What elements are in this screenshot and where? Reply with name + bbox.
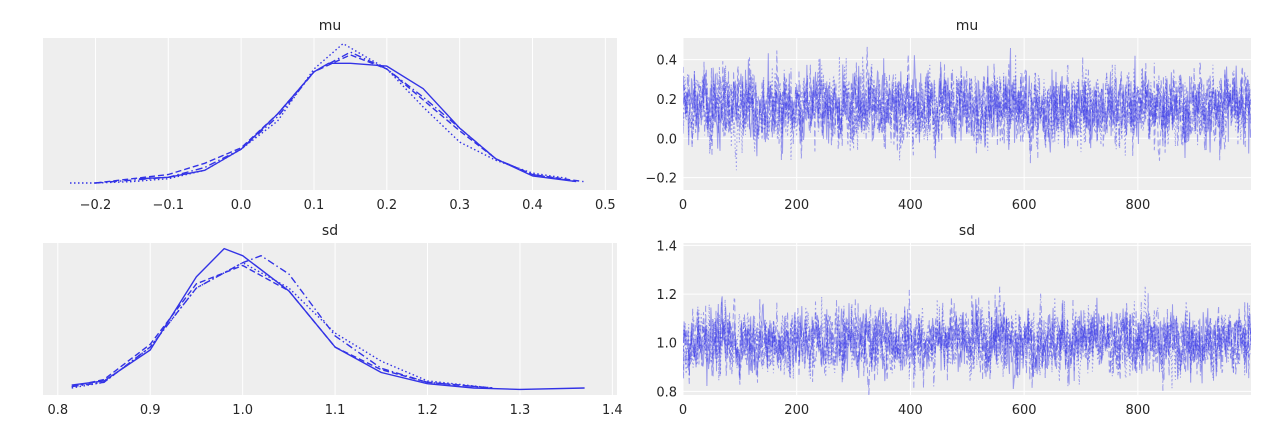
x-tick-label: 0.3 (449, 198, 470, 213)
plot-background (683, 38, 1251, 190)
trace-chain-0 (683, 296, 1251, 390)
panel-title: mu (319, 18, 342, 34)
panel-mu-trace: mu 0 200 400 600 800 −0.2 0.0 0.2 0.4 (645, 18, 1251, 213)
panel-title: sd (959, 223, 975, 239)
x-tick-label: 600 (1012, 403, 1037, 418)
x-tick-label: 0.5 (595, 198, 616, 213)
y-tick-label: 0.8 (656, 385, 677, 400)
x-tick-label: 800 (1125, 198, 1150, 213)
y-tick-label: −0.2 (645, 172, 677, 187)
trace-chain-0 (683, 47, 1251, 159)
series-group (70, 42, 584, 184)
x-tick-label: 0 (679, 198, 687, 213)
x-tick-label: 400 (898, 403, 923, 418)
trace-chain-2 (683, 293, 1251, 395)
x-tick-label: 0.1 (304, 198, 325, 213)
x-tick-label: 1.3 (510, 403, 531, 418)
y-tick-label: 0.2 (656, 93, 677, 108)
x-tick-label: 0.2 (376, 198, 397, 213)
x-tick-label: 0.8 (47, 403, 68, 418)
panel-sd-kde: sd 0.8 0.9 1.0 1.1 1.2 1.3 1.4 (43, 223, 623, 418)
y-tick-label: 0.4 (656, 54, 677, 69)
trace-chain-3 (683, 286, 1251, 391)
x-tick-label: 1.1 (325, 403, 346, 418)
series-group (683, 46, 1251, 171)
y-tick-label: 0.0 (656, 132, 677, 147)
x-tick-label: 600 (1012, 198, 1037, 213)
x-tick-label: 1.2 (417, 403, 438, 418)
x-tick-label: −0.1 (153, 198, 185, 213)
plot-background (43, 243, 617, 395)
x-tick-label: 400 (898, 198, 923, 213)
panel-title: mu (956, 18, 979, 34)
panel-title: sd (322, 223, 338, 239)
y-tick-label: 1.2 (656, 288, 677, 303)
kde-line-dashed (71, 264, 493, 389)
kde-line-dotted (71, 262, 493, 389)
panel-mu-kde: mu −0.2 −0.1 0.0 0.1 0.2 0.3 0.4 0.5 (43, 18, 617, 213)
x-tick-label: 800 (1125, 403, 1150, 418)
x-tick-label: 200 (784, 198, 809, 213)
x-tick-label: 0.9 (140, 403, 161, 418)
trace-chain-3 (683, 57, 1251, 158)
x-tick-label: 200 (784, 403, 809, 418)
y-tick-label: 1.4 (656, 239, 677, 254)
x-tick-label: 0.4 (522, 198, 543, 213)
kde-line-solid (71, 247, 585, 391)
x-tick-label: 1.0 (232, 403, 253, 418)
series-group (683, 285, 1251, 395)
plot-background (43, 38, 617, 190)
x-tick-label: 0 (679, 403, 687, 418)
kde-line-dashdot (95, 51, 577, 184)
trace-chain-1 (683, 285, 1251, 389)
trace-chain-1 (683, 54, 1251, 171)
panel-sd-trace: sd 0 200 400 600 800 0.8 1.0 1.2 1.4 (656, 223, 1251, 418)
plot-background (683, 243, 1251, 395)
x-tick-label: −0.2 (80, 198, 112, 213)
series-group (71, 247, 585, 391)
x-tick-label: 1.4 (602, 403, 623, 418)
y-tick-label: 1.0 (656, 337, 677, 352)
trace-chain-2 (683, 46, 1251, 164)
x-tick-label: 0.0 (231, 198, 252, 213)
kde-line-dashdot (71, 255, 493, 389)
